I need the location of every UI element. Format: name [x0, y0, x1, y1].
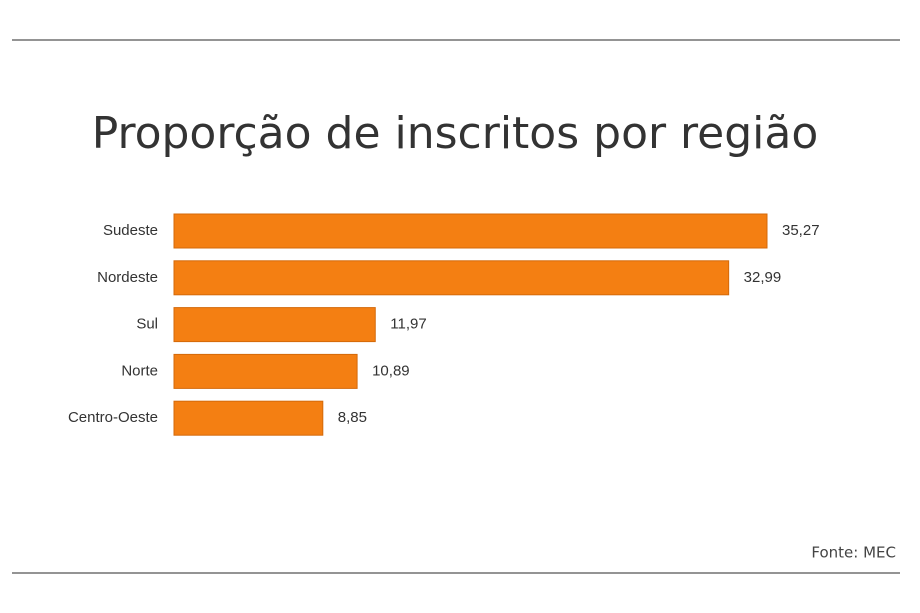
value-label: 32,99: [744, 269, 782, 286]
category-label: Norte: [121, 362, 158, 379]
chart-title: Proporção de inscritos por região: [92, 108, 819, 159]
bar: [173, 400, 324, 436]
value-label: 11,97: [390, 316, 426, 333]
source-note: Fonte: MEC: [811, 544, 896, 562]
bar: [173, 353, 358, 389]
category-label: Sul: [136, 316, 158, 333]
bar: [173, 260, 730, 296]
bar: [173, 307, 376, 343]
category-label: Centro-Oeste: [68, 409, 158, 426]
value-label: 10,89: [372, 362, 410, 379]
value-label: 35,27: [782, 222, 820, 239]
bar: [173, 213, 768, 249]
value-label: 8,85: [338, 409, 367, 426]
category-label: Nordeste: [97, 269, 158, 286]
category-label: Sudeste: [103, 222, 158, 239]
